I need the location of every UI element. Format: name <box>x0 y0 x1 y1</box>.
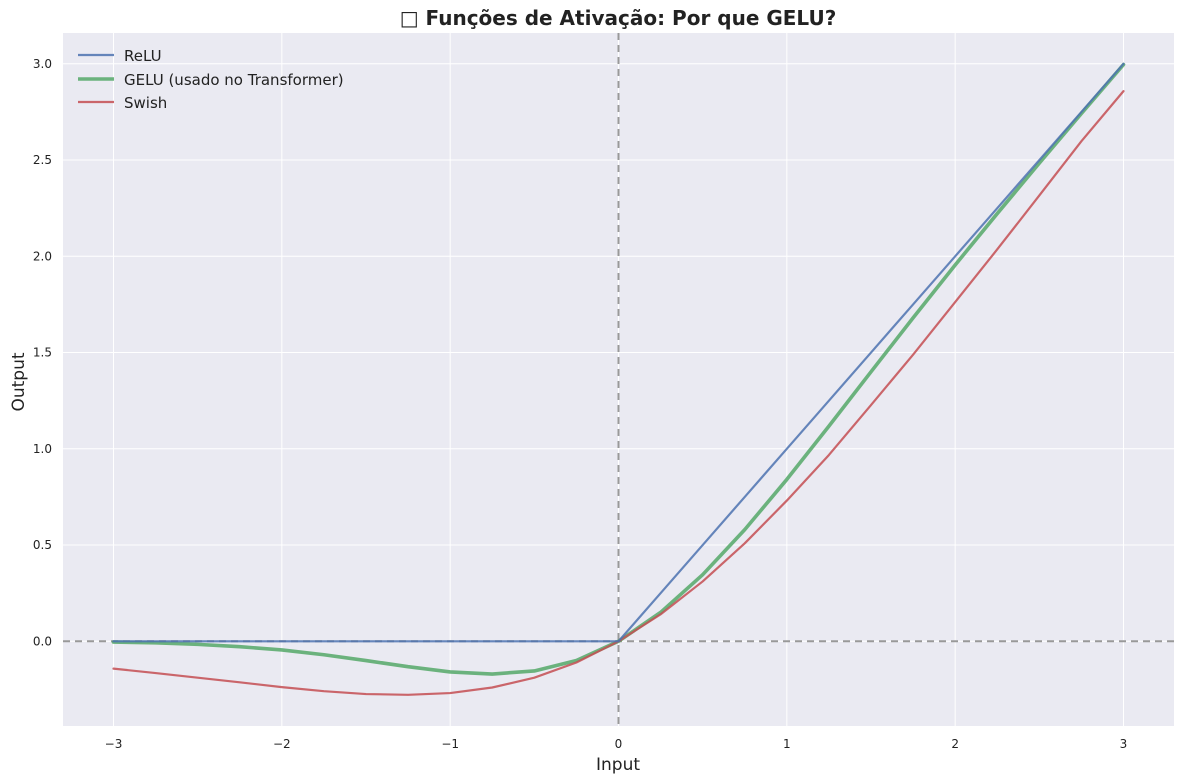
chart-title: □ Funções de Ativação: Por que GELU? <box>400 6 837 30</box>
legend-label-gelu: GELU (usado no Transformer) <box>124 71 344 89</box>
x-tick-label: 2 <box>951 737 959 751</box>
y-tick-label: 2.5 <box>33 153 52 167</box>
y-tick-label: 1.5 <box>33 346 52 360</box>
legend-label-swish: Swish <box>124 94 167 112</box>
y-tick-label: 0.5 <box>33 538 52 552</box>
series-lines <box>111 62 1126 696</box>
y-tick-label: 1.0 <box>33 442 52 456</box>
x-tick-label: 0 <box>615 737 623 751</box>
x-tick-label: 3 <box>1120 737 1128 751</box>
x-tick-label: −1 <box>441 737 459 751</box>
x-tick-label: 1 <box>783 737 791 751</box>
x-axis-title: Input <box>596 755 640 775</box>
x-tick-label: −2 <box>273 737 291 751</box>
y-tick-label: 0.0 <box>33 634 52 648</box>
y-tick-label: 2.0 <box>33 249 52 263</box>
y-tick-labels: 0.0 0.5 1.0 1.5 2.0 2.5 3.0 <box>33 57 52 648</box>
relu-line <box>112 62 1125 643</box>
x-tick-label: −3 <box>105 737 123 751</box>
x-tick-labels: −3 −2 −1 0 1 2 3 <box>105 737 1128 751</box>
y-tick-label: 3.0 <box>33 57 52 71</box>
legend-label-relu: ReLU <box>124 47 162 65</box>
y-axis-title: Output <box>9 352 29 411</box>
legend: ReLU GELU (usado no Transformer) Swish <box>78 47 344 112</box>
